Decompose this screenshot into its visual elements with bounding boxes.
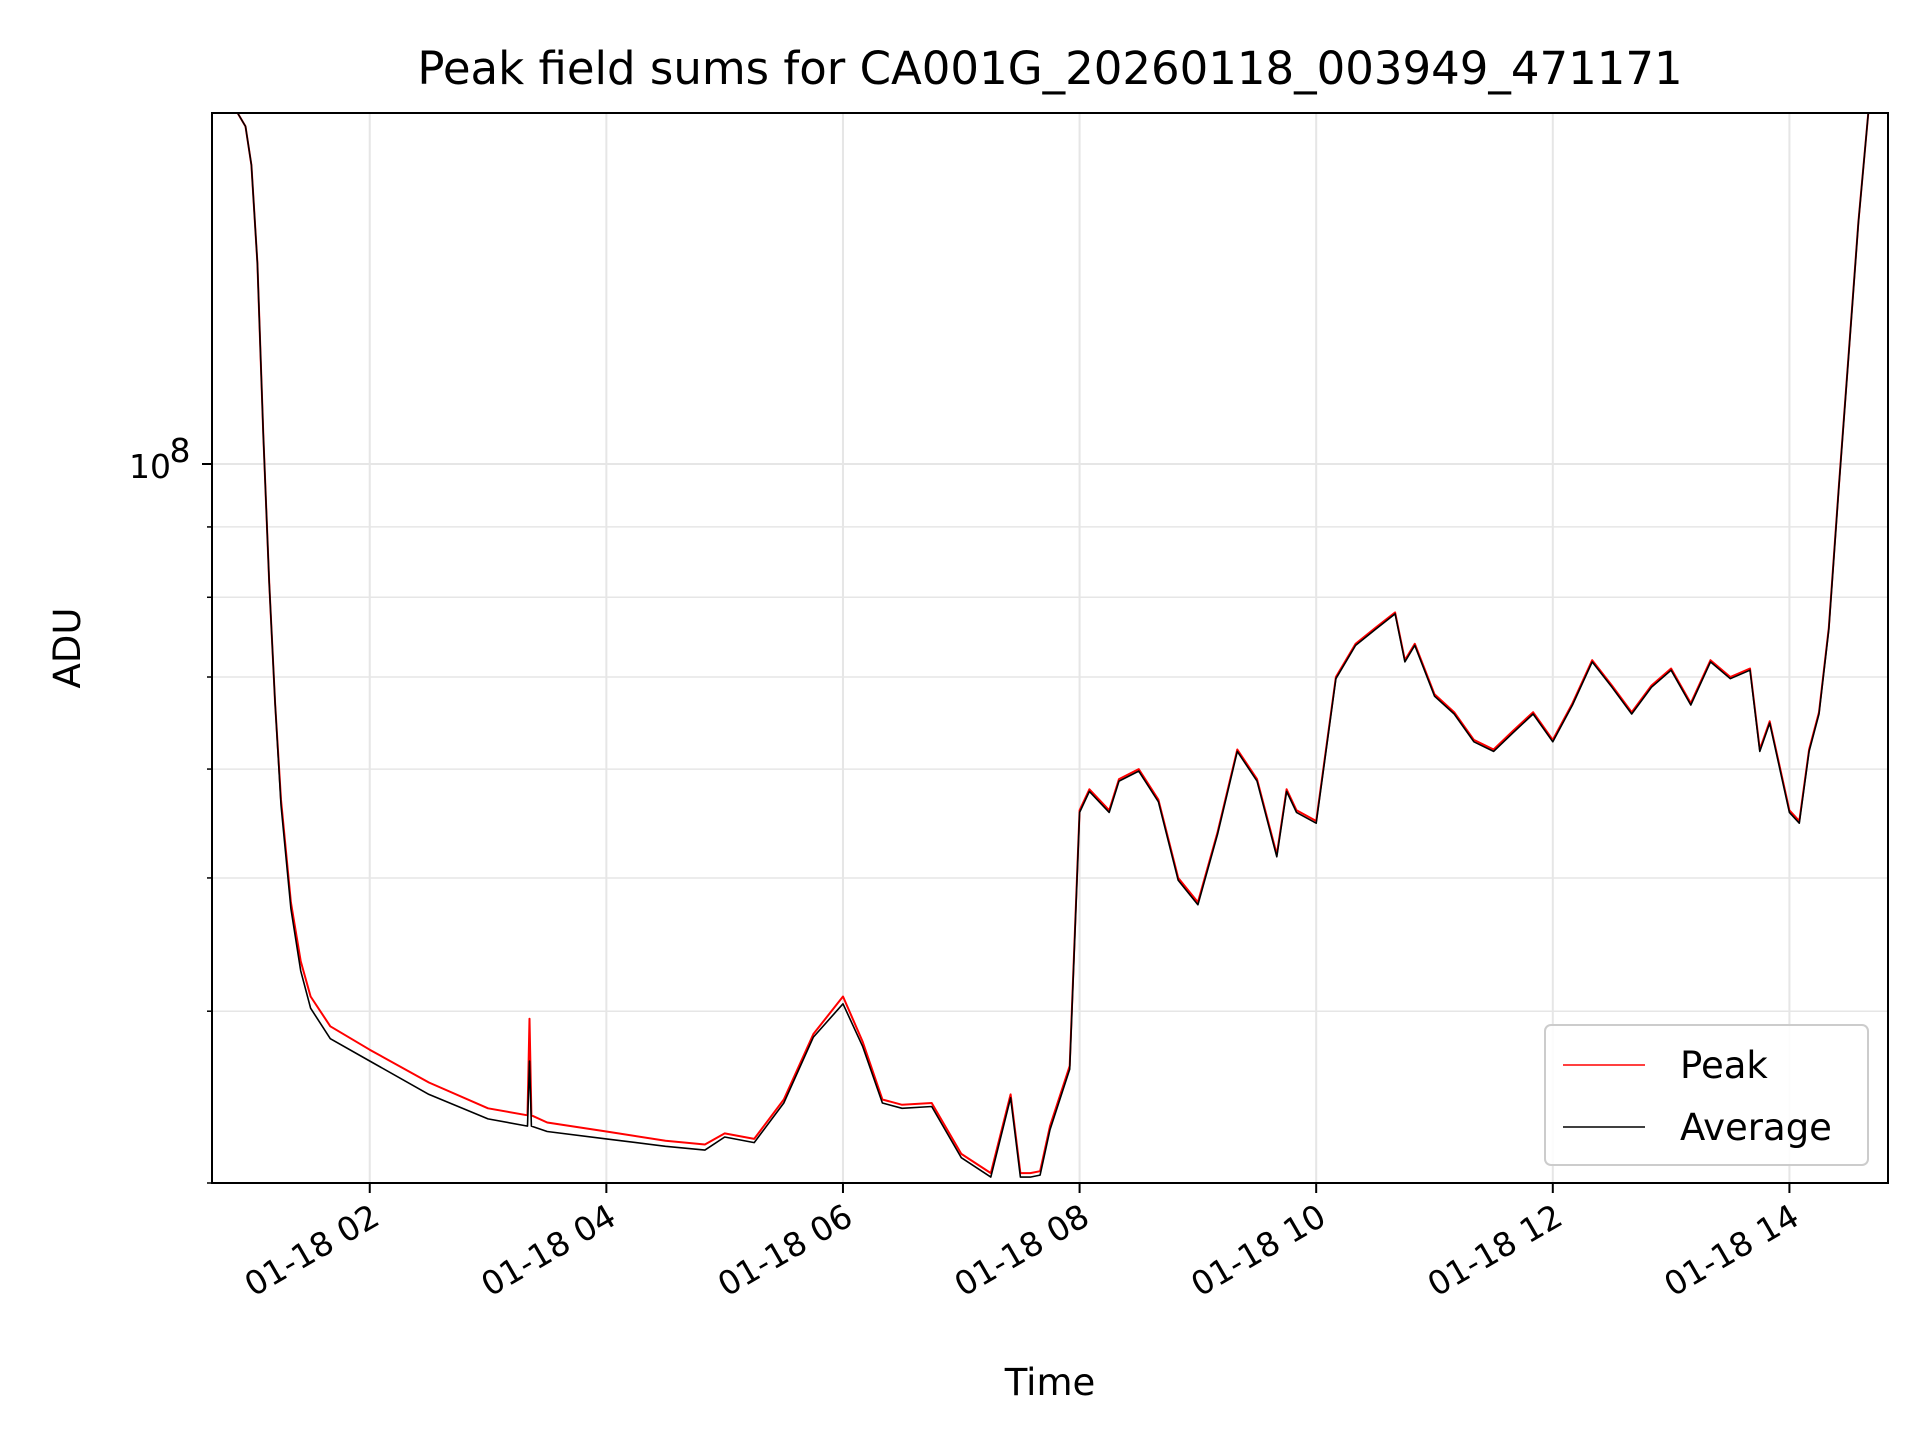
plot-frame [211,112,1889,1184]
grid [212,113,1888,1184]
series-layer [236,112,1870,1178]
legend-box [1544,1024,1869,1166]
x-axis-label: Time [1004,1361,1096,1404]
chart-title: Peak field sums for CA001G_20260118_0039… [417,42,1682,95]
y-axis-label: ADU [46,608,89,689]
legend: Peak Average [1544,1024,1869,1166]
legend-label-average: Average [1680,1106,1832,1149]
y-tick-exponent: 8 [170,431,191,470]
series-line-average [236,112,1870,1178]
y-tick-label: 10 [129,447,171,486]
series-line-peak [236,112,1870,1175]
legend-label-peak: Peak [1680,1044,1768,1087]
